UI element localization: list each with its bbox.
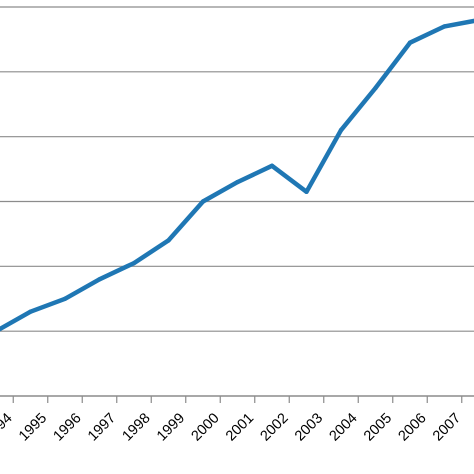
gridlines	[0, 6, 474, 332]
x-tick-label: 94	[0, 410, 16, 433]
data-point	[338, 127, 344, 133]
series-line	[0, 18, 474, 332]
x-tick-label: 1998	[119, 410, 153, 444]
x-axis-ticks: 94 1995 1996 1997 1998 1999 2000 2001 2002 2003 20…	[0, 396, 464, 444]
data-point	[97, 277, 102, 282]
x-tick-label: 1997	[85, 410, 119, 444]
data-point	[269, 163, 275, 169]
x-tick-label: 2007	[430, 410, 464, 444]
x-tick-label: 2005	[361, 410, 395, 444]
series-group	[0, 18, 474, 332]
x-tick-label: 2006	[395, 410, 429, 444]
data-point	[62, 296, 68, 301]
x-tick-label: 2000	[188, 410, 222, 444]
x-tick-label: 1995	[16, 410, 50, 444]
data-point	[200, 199, 206, 204]
x-tick-label: 2004	[326, 410, 360, 444]
data-point	[407, 40, 413, 45]
x-tick-label: 2003	[292, 410, 326, 444]
x-tick-label: 1996	[50, 410, 84, 444]
x-tick-label: 2002	[257, 410, 291, 444]
data-point	[28, 309, 33, 314]
x-tick-label: 2001	[223, 410, 257, 444]
data-point	[373, 85, 378, 91]
data-point	[131, 260, 137, 266]
data-point	[304, 189, 309, 194]
data-point	[166, 238, 171, 243]
data-point	[235, 179, 240, 185]
x-tick-label: 1999	[154, 410, 188, 444]
data-point	[442, 24, 447, 29]
